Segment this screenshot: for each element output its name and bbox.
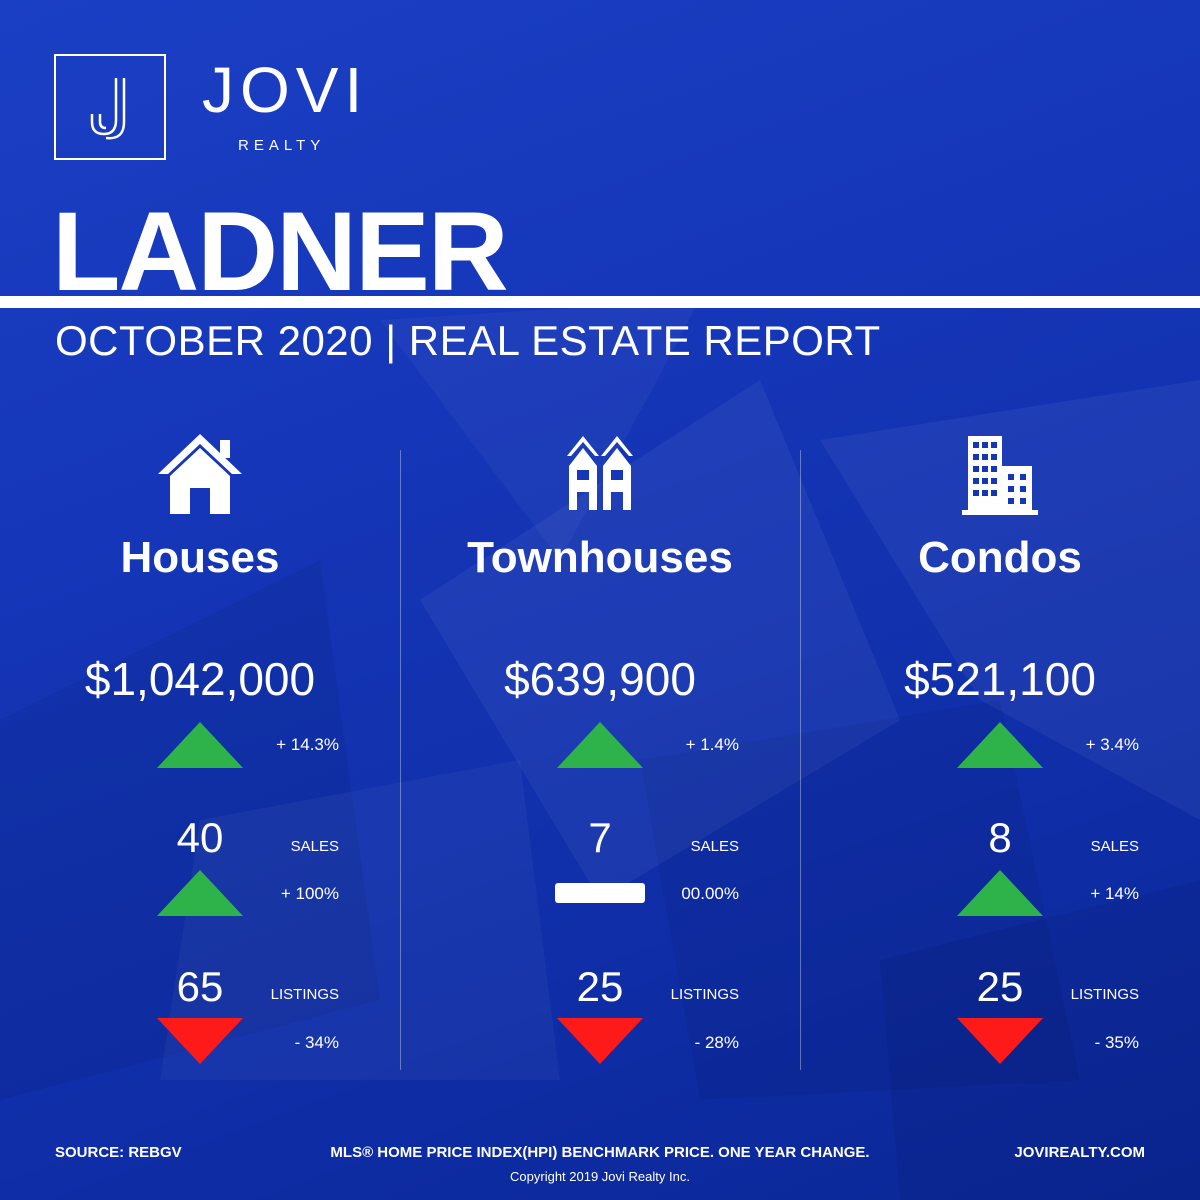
sales-count: 40: [176, 814, 224, 861]
sales-count: 8: [988, 814, 1012, 861]
copyright-text: Copyright 2019 Jovi Realty Inc.: [510, 1169, 690, 1184]
price-change: + 1.4%: [685, 735, 739, 754]
category-title: Houses: [120, 533, 280, 582]
brand-subtitle: REALTY: [238, 137, 326, 154]
column-condos: Condos $521,100 + 3.4% 8 SALES + 14% 25 …: [800, 430, 1200, 1090]
sales-change: + 100%: [280, 884, 339, 903]
listings-count: 65: [176, 963, 224, 1010]
listings-count: 25: [976, 963, 1024, 1010]
footer-note: MLS® HOME PRICE INDEX(HPI) BENCHMARK PRI…: [330, 1144, 870, 1161]
page-title: LADNER: [52, 189, 509, 314]
benchmark-price: $521,100: [904, 653, 1096, 705]
townhouse-icon: [550, 430, 650, 520]
arrow-down-icon: [957, 1018, 1043, 1064]
no-change-bar: [555, 883, 645, 903]
jovi-logo-icon: [90, 78, 126, 140]
title-underline: [0, 296, 1200, 308]
arrow-up-icon: [157, 870, 243, 916]
sales-count: 7: [588, 814, 612, 861]
benchmark-price: $639,900: [504, 653, 696, 705]
column-townhouses: Townhouses $639,900 + 1.4% 7 SALES 00.00…: [400, 430, 800, 1090]
category-title: Condos: [918, 533, 1082, 582]
sales-label: SALES: [1090, 838, 1139, 855]
column-divider: [400, 450, 401, 1070]
price-change: + 14.3%: [276, 735, 339, 754]
benchmark-price: $1,042,000: [84, 653, 316, 705]
sales-change: 00.00%: [681, 884, 739, 903]
sales-label: SALES: [690, 838, 739, 855]
column-divider: [800, 450, 801, 1070]
arrow-down-icon: [157, 1018, 243, 1064]
arrow-up-icon: [157, 722, 243, 768]
arrow-up-icon: [557, 722, 643, 768]
condo-building-icon: [950, 430, 1050, 520]
brand-name: JOVI: [202, 54, 369, 126]
price-change: + 3.4%: [1085, 735, 1139, 754]
listings-change: - 28%: [694, 1033, 739, 1052]
logo-mark: [54, 54, 166, 160]
sales-label: SALES: [290, 838, 339, 855]
footer-source: SOURCE: REBGV: [55, 1144, 182, 1161]
column-houses: Houses $1,042,000 + 14.3% 40 SALES + 100…: [0, 430, 400, 1090]
listings-label: LISTINGS: [670, 986, 739, 1003]
listings-label: LISTINGS: [270, 986, 339, 1003]
listings-change: - 35%: [1094, 1033, 1139, 1052]
arrow-down-icon: [557, 1018, 643, 1064]
arrow-up-icon: [957, 722, 1043, 768]
category-title: Townhouses: [467, 533, 733, 582]
report-subtitle: OCTOBER 2020 | REAL ESTATE REPORT: [55, 317, 881, 364]
listings-label: LISTINGS: [1070, 986, 1139, 1003]
arrow-up-icon: [957, 870, 1043, 916]
sales-change: + 14%: [1090, 884, 1139, 903]
listings-change: - 34%: [294, 1033, 339, 1052]
house-icon: [150, 430, 250, 520]
footer-website-link[interactable]: JOVIREALTY.COM: [1014, 1144, 1145, 1161]
listings-count: 25: [576, 963, 624, 1010]
